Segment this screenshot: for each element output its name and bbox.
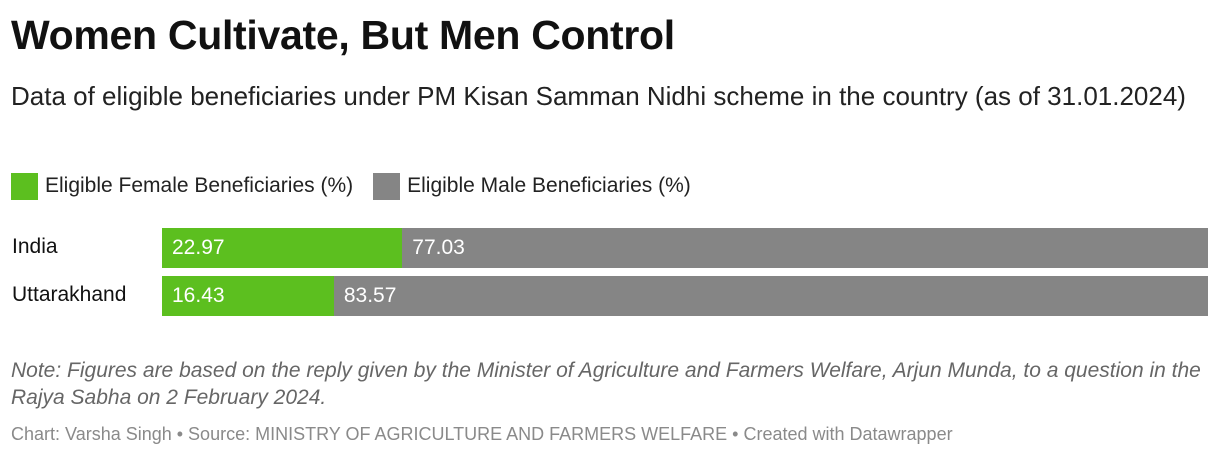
chart-subtitle: Data of eligible beneficiaries under PM … (11, 81, 1186, 111)
bar-segment-india-female: 22.97 (162, 228, 403, 268)
bar-row-india: 22.97 77.03 (162, 228, 1208, 268)
chart-credit: Chart: Varsha Singh • Source: MINISTRY O… (11, 424, 953, 444)
legend: Eligible Female Beneficiaries (%) Eligib… (11, 172, 711, 200)
data-label-india-male: 77.03 (412, 236, 465, 259)
legend-label-female: Eligible Female Beneficiaries (%) (45, 174, 354, 197)
legend-item-male: Eligible Male Beneficiaries (%) (373, 172, 691, 200)
bar-segment-uttarakhand-female: 16.43 (162, 276, 334, 316)
legend-item-female: Eligible Female Beneficiaries (%) (11, 172, 354, 200)
data-label-india-female: 22.97 (172, 236, 225, 259)
legend-swatch-female (11, 172, 38, 200)
chart-note: Note: Figures are based on the reply giv… (11, 359, 1201, 409)
chart-title: Women Cultivate, But Men Control (11, 12, 675, 58)
bar-segment-india-male: 77.03 (402, 228, 1208, 268)
bar-row-uttarakhand: 16.43 83.57 (162, 276, 1208, 316)
category-label-india: India (12, 235, 58, 258)
legend-swatch-male (373, 172, 401, 200)
category-label-uttarakhand: Uttarakhand (12, 283, 127, 306)
data-label-uttarakhand-female: 16.43 (172, 284, 225, 307)
legend-label-male: Eligible Male Beneficiaries (%) (407, 174, 691, 197)
data-label-uttarakhand-male: 83.57 (343, 284, 397, 307)
bar-segment-uttarakhand-male: 83.57 (333, 276, 1208, 316)
